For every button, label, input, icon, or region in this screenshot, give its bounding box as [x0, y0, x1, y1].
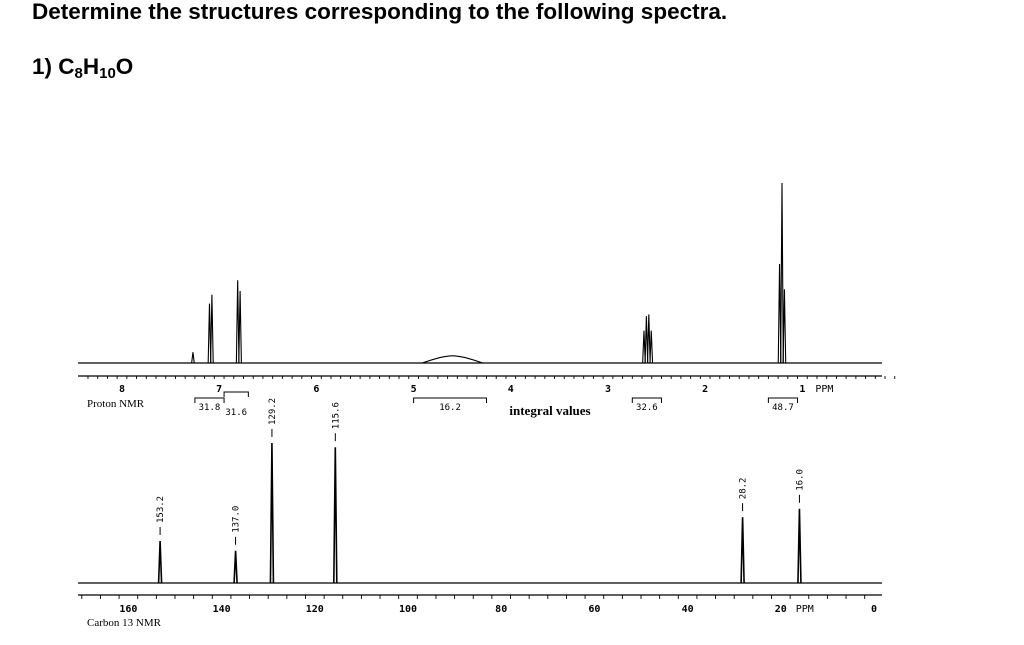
integral-bracket	[223, 391, 249, 397]
carbon-peak	[797, 508, 802, 584]
proton-peak	[210, 294, 214, 364]
integral-bracket	[631, 397, 662, 403]
carbon-peak	[333, 447, 338, 584]
integral-value: 31.6	[225, 408, 247, 418]
formula-subscript: 8	[74, 65, 83, 82]
carbon-peak-label: 129.2	[268, 398, 278, 425]
proton-peak	[782, 289, 787, 364]
carbon-tick-label: 160	[119, 604, 137, 615]
page-title: Determine the structures corresponding t…	[32, 0, 728, 24]
proton-tick-label: 8	[119, 384, 125, 395]
integral-value: 32.6	[636, 403, 658, 413]
proton-tick-label: 6	[313, 384, 319, 395]
carbon-peak	[233, 550, 238, 584]
proton-peak	[235, 280, 240, 364]
proton-peak	[207, 303, 212, 364]
proton-broad-peak	[422, 355, 483, 364]
proton-peak	[780, 182, 784, 364]
proton-nmr-label: Proton NMR	[87, 398, 145, 410]
molecular-formula: C8H10O	[58, 54, 134, 82]
carbon-peak-label: 16.0	[795, 469, 805, 491]
carbon-tick-label: 100	[399, 604, 417, 615]
integral-value: 48.7	[772, 403, 794, 413]
carbon-tick-label: 0	[871, 604, 877, 615]
proton-peak	[238, 290, 242, 364]
carbon-peak-label: 115.6	[331, 402, 341, 429]
proton-tick-label: 2	[702, 384, 708, 395]
integral-values-label: integral values	[509, 403, 590, 418]
formula-element: O	[115, 54, 134, 79]
carbon-peak-label: 28.2	[739, 478, 749, 500]
proton-peak	[646, 314, 651, 364]
integral-value: 31.8	[199, 403, 221, 413]
proton-peak	[191, 352, 195, 364]
integral-bracket	[413, 397, 487, 403]
carbon-peak-label: 137.0	[232, 506, 242, 533]
formula-subscript: 10	[99, 65, 116, 82]
integral-bracket	[194, 397, 225, 403]
proton-tick-label: 5	[411, 384, 417, 395]
formula-element: H	[82, 54, 100, 79]
proton-tick-label: 3	[605, 384, 611, 395]
problem-number: 1)	[32, 54, 59, 79]
problem-label: 1) C8H10O	[32, 54, 133, 82]
carbon-tick-label: 60	[588, 604, 600, 615]
proton-peak	[642, 330, 646, 364]
proton-tick-label: 1	[799, 384, 805, 395]
carbon-tick-label: 140	[213, 604, 231, 615]
proton-peak	[649, 330, 654, 364]
integral-bracket	[767, 397, 799, 403]
carbon-unit-label: PPM	[796, 604, 814, 615]
proton-unit-label: PPM	[815, 384, 833, 395]
proton-peak	[644, 316, 649, 364]
carbon-tick-label: 20	[775, 604, 787, 615]
carbon-tick-label: 120	[306, 604, 324, 615]
carbon-peak-label: 153.2	[156, 496, 166, 523]
proton-tick-label: 7	[216, 384, 222, 395]
carbon-tick-label: 40	[682, 604, 694, 615]
carbon-peak	[269, 442, 275, 584]
proton-tick-label: 4	[508, 384, 514, 395]
formula-element: C	[58, 54, 75, 79]
carbon-peak	[740, 517, 745, 584]
integral-value: 16.2	[439, 403, 461, 413]
carbon-peak	[157, 540, 163, 584]
carbon-nmr-label: Carbon 13 NMR	[87, 617, 162, 629]
carbon-tick-label: 80	[495, 604, 507, 615]
